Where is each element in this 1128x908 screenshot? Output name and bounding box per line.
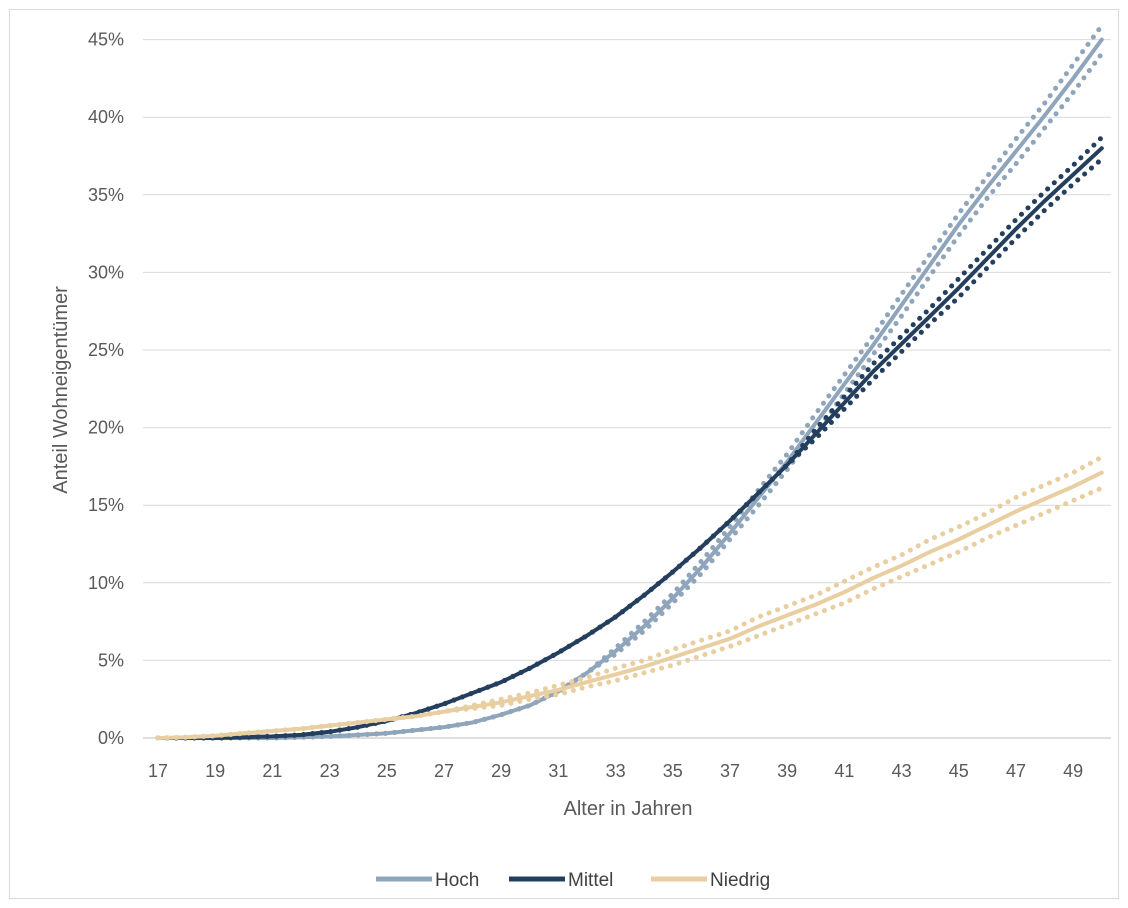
x-axis-tick-labels: 17 19 21 23 25 27 29 31 33 35 37 39 41 43 45 47 49 bbox=[148, 761, 1083, 781]
y-axis-title: Anteil Wohneigentümer bbox=[50, 286, 72, 494]
y-tick-label: 40% bbox=[88, 107, 124, 127]
series-niedrig-upper-bound bbox=[155, 454, 1105, 741]
x-tick-label: 27 bbox=[434, 761, 454, 781]
y-tick-label: 35% bbox=[88, 185, 124, 205]
x-tick-label: 31 bbox=[548, 761, 568, 781]
x-tick-label: 33 bbox=[606, 761, 626, 781]
y-axis-tick-labels: 0% 5% 10% 15% 20% 25% 30% 35% 40% 45% bbox=[88, 30, 124, 748]
x-tick-label: 21 bbox=[262, 761, 282, 781]
legend-label-mittel: Mittel bbox=[568, 870, 613, 891]
series-mittel-line bbox=[156, 146, 1104, 740]
series-hoch-lower-bound bbox=[155, 51, 1105, 741]
series-niedrig-line bbox=[156, 470, 1104, 740]
x-tick-label: 17 bbox=[148, 761, 168, 781]
series-hoch-line bbox=[156, 37, 1104, 740]
legend-item-niedrig: Niedrig bbox=[651, 870, 770, 891]
x-tick-label: 35 bbox=[663, 761, 683, 781]
y-tick-label: 15% bbox=[88, 495, 124, 515]
series-mittel-upper-bound bbox=[155, 134, 1105, 741]
y-tick-label: 30% bbox=[88, 262, 124, 282]
gridlines bbox=[143, 39, 1111, 739]
legend-item-mittel: Mittel bbox=[509, 870, 613, 891]
x-tick-label: 19 bbox=[205, 761, 225, 781]
legend-item-hoch: Hoch bbox=[376, 870, 479, 891]
y-tick-label: 10% bbox=[88, 573, 124, 593]
x-tick-label: 23 bbox=[320, 761, 340, 781]
legend-label-hoch: Hoch bbox=[435, 870, 479, 891]
series-mittel bbox=[155, 134, 1105, 741]
x-tick-label: 29 bbox=[491, 761, 511, 781]
series-hoch-upper-bound bbox=[155, 23, 1105, 741]
series-hoch bbox=[155, 23, 1105, 741]
legend-label-niedrig: Niedrig bbox=[710, 870, 770, 891]
x-tick-label: 37 bbox=[720, 761, 740, 781]
x-tick-label: 43 bbox=[892, 761, 912, 781]
y-tick-label: 5% bbox=[98, 650, 124, 670]
y-tick-label: 20% bbox=[88, 418, 124, 438]
chart-frame bbox=[9, 9, 1119, 899]
x-tick-label: 45 bbox=[949, 761, 969, 781]
x-tick-label: 41 bbox=[834, 761, 854, 781]
series-niedrig bbox=[155, 454, 1105, 741]
series-layer bbox=[155, 23, 1105, 741]
legend: Hoch Mittel Niedrig bbox=[376, 870, 770, 891]
series-mittel-lower-bound bbox=[155, 156, 1105, 741]
x-tick-label: 49 bbox=[1063, 761, 1083, 781]
x-axis-title: Alter in Jahren bbox=[564, 798, 693, 820]
x-tick-label: 39 bbox=[777, 761, 797, 781]
y-tick-label: 25% bbox=[88, 340, 124, 360]
y-tick-label: 45% bbox=[88, 30, 124, 50]
y-tick-label: 0% bbox=[98, 728, 124, 748]
x-tick-label: 25 bbox=[377, 761, 397, 781]
x-tick-label: 47 bbox=[1006, 761, 1026, 781]
